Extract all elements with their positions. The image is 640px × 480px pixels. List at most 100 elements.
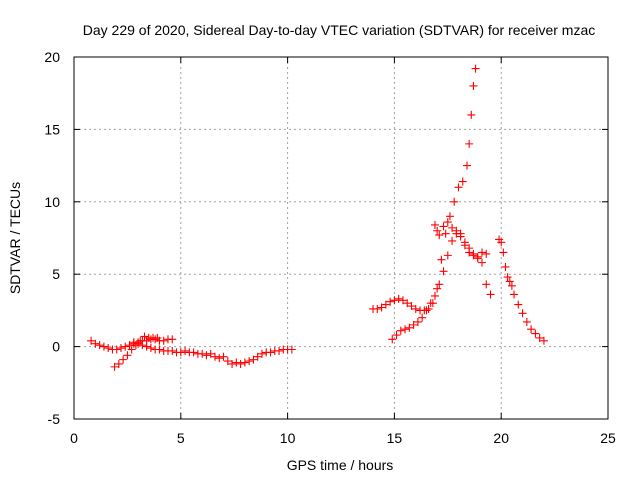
data-point bbox=[403, 299, 412, 308]
data-point bbox=[418, 313, 427, 322]
data-point bbox=[443, 251, 452, 260]
data-point bbox=[381, 300, 390, 309]
series-5 bbox=[388, 226, 495, 344]
data-point bbox=[433, 284, 442, 293]
data-point bbox=[482, 280, 491, 289]
data-point bbox=[392, 331, 401, 340]
data-point bbox=[287, 345, 296, 354]
data-point bbox=[426, 299, 435, 308]
data-point bbox=[469, 251, 478, 260]
x-axis-label: GPS time / hours bbox=[287, 457, 394, 473]
data-point bbox=[110, 362, 119, 371]
data-point bbox=[522, 317, 531, 326]
data-point bbox=[189, 348, 198, 357]
data-point bbox=[437, 255, 446, 264]
y-tick-label: -5 bbox=[48, 411, 61, 427]
data-point bbox=[465, 139, 474, 148]
data-point bbox=[129, 338, 138, 347]
data-point bbox=[463, 161, 472, 170]
data-point bbox=[407, 302, 416, 311]
data-point bbox=[394, 294, 403, 303]
data-point bbox=[433, 226, 442, 235]
y-tick-labels: -5 0 5 10 15 20 bbox=[44, 49, 60, 427]
data-point bbox=[539, 336, 548, 345]
data-point bbox=[275, 346, 284, 355]
y-tick-label: 0 bbox=[52, 339, 60, 355]
data-point bbox=[153, 333, 162, 342]
series-2 bbox=[110, 332, 162, 371]
data-point bbox=[123, 351, 132, 360]
data-point bbox=[168, 335, 177, 344]
data-point bbox=[168, 346, 177, 355]
data-point bbox=[121, 342, 130, 351]
data-point bbox=[409, 320, 418, 329]
data-point bbox=[531, 329, 540, 338]
data-point bbox=[473, 252, 482, 261]
data-point bbox=[501, 262, 510, 271]
data-point bbox=[458, 177, 467, 186]
grid-lines bbox=[74, 57, 608, 419]
data-point bbox=[373, 304, 382, 313]
data-point bbox=[401, 325, 410, 334]
data-point bbox=[499, 248, 508, 257]
data-series bbox=[87, 64, 548, 371]
plot-frame bbox=[73, 56, 609, 420]
data-point bbox=[518, 309, 527, 318]
data-point bbox=[95, 341, 104, 350]
data-point bbox=[240, 358, 249, 367]
data-point bbox=[112, 345, 121, 354]
data-point bbox=[266, 348, 275, 357]
x-tick-label: 15 bbox=[387, 430, 403, 446]
data-point bbox=[114, 359, 123, 368]
x-tick-label: 10 bbox=[280, 430, 296, 446]
data-point bbox=[159, 336, 168, 345]
x-tick-label: 5 bbox=[177, 430, 185, 446]
data-point bbox=[388, 335, 397, 344]
data-point bbox=[497, 238, 506, 247]
data-point bbox=[253, 352, 262, 361]
y-tick-label: 20 bbox=[44, 49, 60, 65]
data-point bbox=[236, 359, 245, 368]
x-tick-label: 25 bbox=[600, 430, 616, 446]
y-tick-label: 5 bbox=[52, 266, 60, 282]
data-point bbox=[155, 345, 164, 354]
data-point bbox=[142, 342, 151, 351]
data-point bbox=[219, 352, 228, 361]
data-point bbox=[514, 300, 523, 309]
data-point bbox=[467, 110, 476, 119]
data-point bbox=[471, 64, 480, 73]
data-point bbox=[435, 231, 444, 240]
data-point bbox=[210, 352, 219, 361]
data-point bbox=[448, 236, 457, 245]
data-point bbox=[469, 81, 478, 90]
data-point bbox=[486, 290, 495, 299]
data-point bbox=[422, 306, 431, 315]
data-point bbox=[405, 323, 414, 332]
data-point bbox=[411, 304, 420, 313]
x-tick-label: 20 bbox=[493, 430, 509, 446]
data-point bbox=[206, 349, 215, 358]
series-6 bbox=[430, 218, 491, 261]
data-point bbox=[430, 291, 439, 300]
series-1 bbox=[87, 335, 177, 354]
data-point bbox=[527, 325, 536, 334]
data-point bbox=[228, 359, 237, 368]
data-point bbox=[510, 290, 519, 299]
data-point bbox=[245, 357, 254, 366]
data-point bbox=[535, 333, 544, 342]
data-point bbox=[127, 345, 136, 354]
series-3 bbox=[129, 338, 296, 368]
data-point bbox=[396, 326, 405, 335]
data-point bbox=[202, 351, 211, 360]
data-point bbox=[430, 220, 439, 229]
data-point bbox=[443, 218, 452, 227]
data-point bbox=[91, 339, 100, 348]
data-point bbox=[377, 303, 386, 312]
data-point bbox=[386, 297, 395, 306]
data-point bbox=[454, 183, 463, 192]
data-point bbox=[441, 229, 450, 238]
data-point bbox=[424, 304, 433, 313]
data-point bbox=[439, 267, 448, 276]
data-point bbox=[456, 232, 465, 241]
